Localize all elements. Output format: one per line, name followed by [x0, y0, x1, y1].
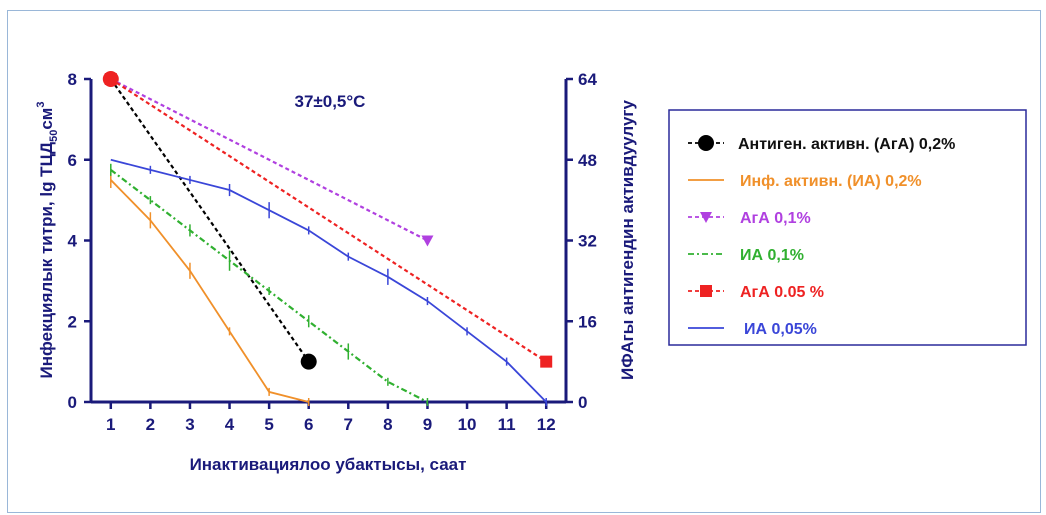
series-line: [110, 78, 428, 242]
x-axis-label: Инактивациялоо убактысы, саат: [190, 455, 467, 474]
legend-label: ИА 0,1%: [740, 247, 804, 264]
y-left-tick-label: 8: [68, 70, 77, 89]
series-2: [104, 74, 434, 247]
series-0: [102, 71, 317, 370]
y-left-label-sub: 50: [48, 130, 60, 142]
data-point: [421, 235, 434, 247]
y-left-label-main: Инфекциялык титри, lg ТЦД: [37, 142, 56, 379]
y-left-label-unit: см: [37, 108, 56, 130]
data-point: [540, 355, 553, 368]
legend-label: ИА 0,05%: [744, 321, 817, 338]
y-axis-right-label: ИФАгы антигендин активдуулугу: [618, 100, 637, 380]
x-tick-label: 1: [106, 415, 115, 434]
x-tick-label: 5: [264, 415, 273, 434]
x-tick-label: 9: [423, 415, 432, 434]
legend-label: АгА 0,1%: [740, 210, 811, 227]
y-right-tick-label: 0: [578, 393, 587, 412]
x-tick-label: 6: [304, 415, 313, 434]
x-tick-label: 3: [185, 415, 194, 434]
y-left-tick-label: 6: [68, 151, 77, 170]
legend-marker: [698, 135, 714, 151]
series-line: [110, 179, 309, 403]
x-tick-label: 12: [537, 415, 556, 434]
legend-label: Антиген. активн. (АгА) 0,2%: [738, 136, 955, 153]
temperature-annotation: 37±0,5°C: [295, 92, 366, 111]
y-left-tick-label: 2: [68, 312, 77, 331]
y-left-tick-label: 4: [68, 232, 78, 251]
y-left-tick-label: 0: [68, 393, 77, 412]
y-axis-left-label: Инфекциялык титри, lg ТЦД50см3: [35, 101, 60, 378]
y-right-tick-label: 64: [578, 70, 597, 89]
y-right-tick-label: 32: [578, 232, 597, 251]
legend-box: [668, 109, 1027, 346]
data-point: [104, 73, 117, 85]
x-tick-label: 10: [458, 415, 477, 434]
series-line: [110, 78, 547, 363]
data-point: [300, 353, 317, 370]
series-line: [110, 158, 547, 403]
x-tick-label: 4: [225, 415, 235, 434]
y-right-tick-label: 16: [578, 312, 597, 331]
x-tick-label: 7: [344, 415, 353, 434]
y-left-label-sup: 3: [35, 101, 47, 107]
x-tick-label: 11: [498, 415, 516, 434]
legend-marker: [700, 285, 712, 297]
y-right-tick-label: 48: [578, 151, 597, 170]
plot-area: [102, 71, 553, 406]
x-tick-label: 2: [146, 415, 155, 434]
series-1: [110, 171, 310, 406]
series-4: [104, 73, 553, 368]
series-3: [110, 163, 429, 406]
legend: Антиген. активн. (АгА) 0,2% Инф. активн. …: [668, 109, 1027, 346]
legend-label: АгА 0.05 %: [740, 284, 824, 301]
legend-marker: [700, 212, 712, 223]
series-line: [109, 78, 310, 363]
series-5: [110, 158, 547, 406]
legend-label: Инф. активн. (ИА) 0,2%: [740, 173, 922, 190]
x-tick-label: 8: [383, 415, 392, 434]
